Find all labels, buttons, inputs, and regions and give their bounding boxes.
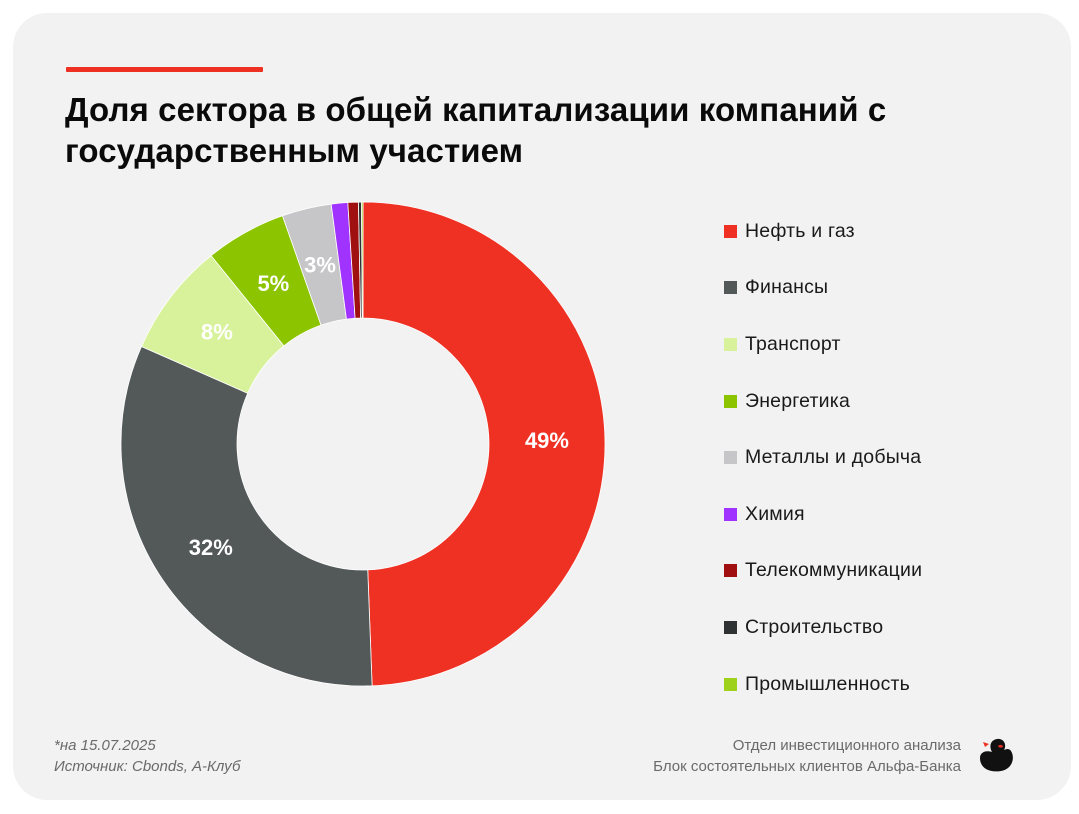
legend-label: Финансы [745,276,829,299]
org-line-1: Отдел инвестиционного анализа [732,737,961,754]
data-label-2: 32% [189,535,233,560]
legend-item: Промышленность [724,656,922,713]
data-label-5: 3% [304,253,336,278]
legend-swatch [724,620,737,634]
legend-label: Энергетика [745,389,850,412]
legend-label: Металлы и добыча [745,446,922,469]
legend-item: Телекоммуникации [724,543,922,600]
donut-data-labels: 49% 32% 8% 5% 3% [189,253,569,560]
legend-item: Химия [724,486,922,543]
footnote: *на 15.07.2025 Источник: Cbonds, А-Клуб [54,735,240,777]
legend-item: Энергетика [724,373,922,430]
legend-item: Металлы и добыча [724,429,922,486]
legend-swatch [724,224,737,238]
legend-label: Транспорт [745,332,841,355]
legend: Нефть и газ Финансы Транспорт Энергетика Мет… [724,203,922,712]
legend-swatch [724,337,737,351]
slice-2 [120,345,373,687]
data-label-1: 49% [525,428,569,453]
legend-swatch [724,507,737,521]
donut-chart: 49% 32% 8% 5% 3% [120,201,606,687]
legend-label: Строительство [745,615,884,638]
legend-label: Нефть и газ [745,219,855,242]
legend-label: Телекоммуникации [745,559,923,582]
source-note: Источник: Cbonds, А-Клуб [54,758,241,775]
legend-item: Транспорт [724,316,922,373]
legend-label: Химия [745,502,805,525]
legend-swatch [724,451,737,465]
slice-1 [362,201,606,687]
date-note: *на 15.07.2025 [54,737,156,754]
org-line-2: Блок состоятельных клиентов Альфа-Банка [653,758,961,775]
legend-swatch [724,281,737,295]
legend-label: Промышленность [745,672,911,695]
legend-swatch [724,677,737,691]
legend-swatch [724,394,737,408]
slice-9 [361,201,364,319]
legend-swatch [724,564,737,578]
legend-item: Нефть и газ [724,203,922,260]
chart-card: Доля сектора в общей капитализации компа… [13,13,1071,800]
duck-logo-icon [980,738,1013,772]
organization-credit: Отдел инвестиционного анализа Блок состо… [653,735,961,777]
data-label-4: 5% [257,271,289,296]
accent-bar [66,67,263,72]
legend-item: Строительство [724,599,922,656]
donut-slices [120,201,606,687]
legend-item: Финансы [724,260,922,317]
data-label-3: 8% [201,320,233,345]
chart-title: Доля сектора в общей капитализации компа… [65,91,887,169]
